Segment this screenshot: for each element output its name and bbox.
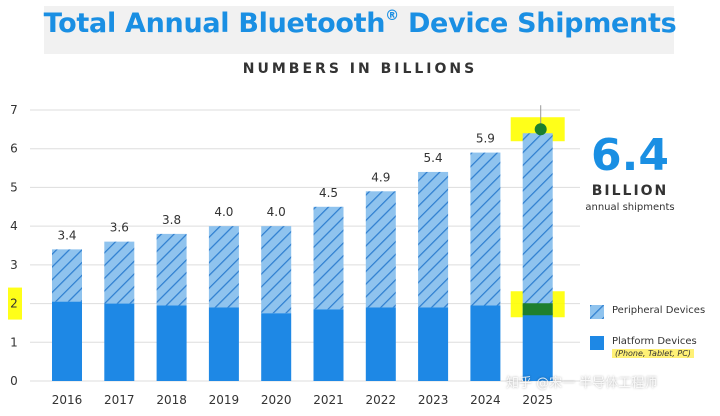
watermark: 知乎 @宋一 半导体工程师 [506,376,658,391]
x-tick-label: 2023 [418,393,449,407]
bar-peripheral [208,226,239,308]
data-label: 4.9 [371,170,390,184]
legend-label-peripheral: Peripheral Devices [612,305,706,316]
y-tick-label: 3 [10,258,18,272]
y-tick-label: 7 [10,103,18,117]
bar-platform [156,305,187,381]
bar-peripheral [52,249,82,302]
data-label: 3.6 [110,221,129,235]
registered-mark: ® [385,8,399,24]
bar-platform [208,307,239,381]
callout-unit: BILLION [591,183,669,199]
x-tick-label: 2025 [522,393,553,407]
bar-peripheral [313,206,344,310]
callout-description: annual shipments [585,202,675,213]
labels: 0 1 2 3 4 5 6 7 2016 3.4 2017 3.6 2018 3.8 2019 4.0 2020… [10,103,553,407]
bar-peripheral [104,241,135,304]
legend-note-platform: (Phone, Tablet, PC) [612,349,694,358]
y-tick-label: 0 [10,374,18,388]
total-marker [534,123,547,136]
data-label: 4.0 [267,205,286,219]
title-text: Total Annual Bluetooth [43,8,386,39]
y-tick-label: 5 [10,180,18,194]
y-tick-label: 6 [10,142,18,156]
y-tick-label: 2 [10,297,18,311]
bar-peripheral [418,171,449,308]
y-tick-label: 1 [10,335,18,349]
data-label: 3.8 [162,213,181,227]
bar-platform [522,313,553,381]
title-text-end: Device Shipments [398,8,677,39]
bar-peripheral [470,152,501,306]
bar-peripheral [156,233,187,306]
title-band [44,6,674,54]
legend-label-platform: Platform Devices [612,336,697,347]
x-tick-label: 2024 [470,393,501,407]
x-tick-label: 2021 [313,393,344,407]
bar-peripheral [261,226,292,314]
callout-value: 6.4 [591,130,669,181]
x-tick-label: 2019 [209,393,240,407]
chart-subtitle: NUMBERS IN BILLIONS [242,61,478,77]
bar-platform [313,309,344,381]
x-tick-label: 2022 [366,393,397,407]
y-tick-label: 4 [10,219,18,233]
bar-platform [365,307,396,381]
bar-peripheral [365,191,396,308]
data-label: 3.4 [57,228,76,242]
platform-highlight-band [522,303,553,316]
bar-peripheral [522,133,553,314]
data-label: 4.0 [214,205,233,219]
bar-platform [470,305,501,381]
legend-swatch-peripheral [590,305,604,319]
y-tick-highlight [8,287,22,320]
x-tick-label: 2016 [52,393,83,407]
bar-platform [418,307,449,381]
data-label: 5.4 [424,151,443,165]
bar-platform [104,303,135,381]
data-label: 4.5 [319,186,338,200]
x-tick-label: 2017 [104,393,135,407]
bar-platform [261,313,292,381]
x-tick-label: 2020 [261,393,292,407]
x-tick-label: 2018 [156,393,187,407]
bar-platform [52,301,82,381]
legend-swatch-platform [590,336,604,350]
data-label: 5.9 [476,132,495,146]
chart-title: Total Annual Bluetooth® Device Shipments [0,8,720,39]
bars [52,133,553,381]
